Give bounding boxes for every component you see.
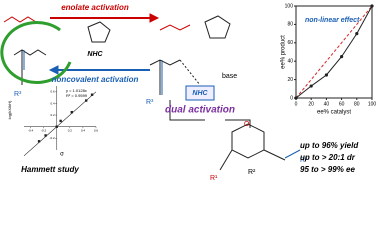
result-text: 95 to > 99% ee [300, 165, 355, 174]
y-axis-label: log(kX/kH) [7, 100, 12, 119]
r-squared: R² = 0.9599 [66, 93, 88, 98]
x-tick-label: 100 [368, 101, 377, 107]
nle-point [309, 84, 313, 88]
hammett-point [84, 99, 88, 102]
chemistry-drawing [0, 13, 301, 171]
result-text: up to > 20:1 dr [300, 153, 356, 162]
nle-point [355, 31, 359, 36]
x-tick-label: 20 [308, 101, 314, 107]
y-tick-label: 0 [290, 95, 293, 101]
nle-point [340, 55, 344, 59]
y-axis-label: ee% product [281, 35, 287, 69]
x-tick-label: 60 [339, 101, 345, 107]
x-tick-label: 80 [354, 101, 360, 107]
r3-label: R³ [14, 91, 22, 98]
x-tick-label: 0.4 [81, 129, 86, 133]
y-tick-label: -0.2 [50, 136, 56, 140]
dual-label: dual activation [165, 105, 235, 116]
x-tick-label: -0.2 [41, 129, 47, 133]
x-tick-label: 0.6 [94, 129, 99, 133]
nle-point [370, 4, 374, 8]
x-tick-label: 0 [295, 101, 298, 107]
y-tick-label: 40 [287, 59, 293, 65]
r1-label: R¹ [210, 175, 218, 182]
y-tick-label: 60 [287, 40, 293, 46]
plot-frame [295, 5, 373, 99]
fit-line [23, 91, 97, 157]
x-axis-label: ee% catalyst [317, 110, 351, 116]
x-tick-label: 0.2 [68, 129, 73, 133]
base-label: base [222, 73, 237, 80]
nle-plot: 0 20 40 60 80 100 0 20 40 60 80 100 non-linear effec… [281, 3, 377, 115]
y-tick-label: 0.6 [51, 90, 56, 94]
nhc-label: NHC [87, 51, 103, 58]
hammett-point [59, 119, 62, 123]
hammett-point [70, 110, 73, 114]
results: up to 96% yield up to > 20:1 dr 95 to > 99… [300, 141, 359, 174]
hammett-point [37, 140, 41, 143]
x-tick-label: -0.4 [28, 129, 34, 133]
r3-label: R³ [146, 99, 154, 106]
result-text: up to 96% yield [300, 141, 359, 150]
nle-point [294, 96, 298, 100]
y-tick-label: 80 [287, 22, 293, 28]
r2-label: R² [248, 169, 256, 176]
nle-curve [295, 5, 373, 99]
plot-title: non-linear effect [305, 17, 360, 24]
oxygen-label: O [244, 121, 250, 128]
y-tick-label: 20 [287, 77, 293, 83]
hammett-point [55, 125, 58, 128]
y-tick-label: 100 [285, 3, 294, 9]
plot-title: Hammett study [21, 165, 79, 174]
equation: y = 1.0128x [66, 88, 87, 93]
r3-label: R³ [300, 157, 308, 164]
hammett-plot: -0.4 -0.2 0.2 0.4 0.6 -0.2 0.2 0.4 0.6 y = 1.0128… [7, 86, 98, 174]
nhc-label: NHC [192, 90, 208, 97]
y-tick-label: 0.2 [51, 113, 56, 117]
noncovalent-label: noncovalent activation [52, 75, 139, 84]
x-tick-label: 40 [324, 101, 330, 107]
nle-point [324, 73, 328, 77]
graphical-abstract: enolate activation noncovalent activatio… [0, 3, 377, 182]
hammett-point [44, 134, 47, 137]
hammett-point [90, 93, 94, 96]
enolate-label: enolate activation [61, 3, 129, 12]
y-tick-label: 0.4 [51, 101, 56, 105]
x-axis-label: σ [60, 152, 64, 158]
